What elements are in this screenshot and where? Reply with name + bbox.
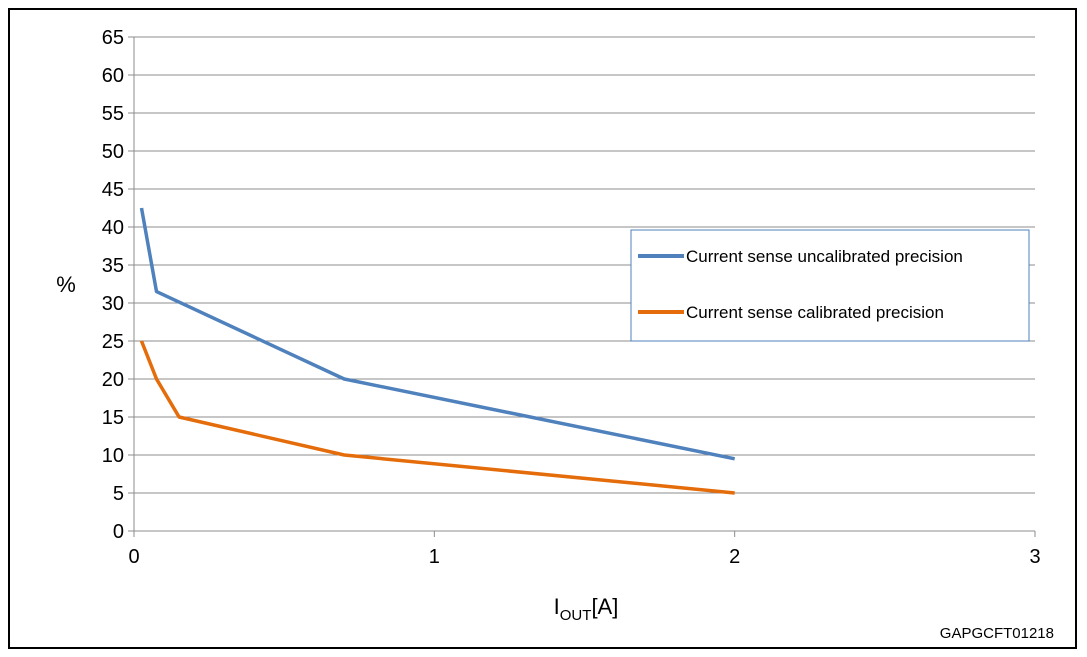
y-tick-label-55: 55 — [102, 103, 124, 125]
y-tick-label-20: 20 — [102, 369, 124, 391]
series-line-1 — [139, 340, 735, 495]
figure-frame — [8, 8, 1077, 649]
y-tick-label-65: 65 — [102, 27, 124, 49]
x-axis-title: IOUT[A] — [554, 594, 619, 624]
x-axis-title-subscript: OUT — [560, 607, 592, 624]
y-tick-label-15: 15 — [102, 407, 124, 429]
legend-box — [630, 229, 1030, 342]
y-tick-label-0: 0 — [113, 521, 124, 543]
legend: Current sense uncalibrated precision Cur… — [630, 229, 1030, 342]
x-tick-labels: 0 1 2 3 — [128, 546, 1040, 568]
x-axis-title-main: I — [554, 594, 560, 619]
series-line-0 — [139, 207, 736, 461]
y-tick-label-35: 35 — [102, 255, 124, 277]
x-axis-title-unit: [A] — [591, 594, 618, 619]
y-axis-title: % — [56, 272, 76, 297]
x-tick-label-2: 2 — [729, 546, 740, 568]
x-tick-label-0: 0 — [128, 546, 139, 568]
y-tick-label-50: 50 — [102, 141, 124, 163]
x-tick-label-1: 1 — [429, 546, 440, 568]
legend-label-uncalibrated: Current sense uncalibrated precision — [686, 247, 963, 266]
figure-code: GAPGCFT01218 — [940, 625, 1054, 642]
y-tick-label-10: 10 — [102, 445, 124, 467]
y-tick-label-5: 5 — [113, 483, 124, 505]
x-tick-label-3: 3 — [1029, 546, 1040, 568]
y-tick-label-30: 30 — [102, 293, 124, 315]
y-tick-label-60: 60 — [102, 65, 124, 87]
gridlines — [134, 36, 1035, 494]
y-tick-label-40: 40 — [102, 217, 124, 239]
legend-label-calibrated: Current sense calibrated precision — [686, 303, 944, 322]
axes — [128, 36, 1036, 537]
data-series — [139, 207, 736, 495]
y-tick-label-45: 45 — [102, 179, 124, 201]
y-tick-label-25: 25 — [102, 331, 124, 353]
y-tick-labels: 0 5 10 15 20 25 30 35 40 45 50 55 60 65 — [102, 27, 124, 543]
